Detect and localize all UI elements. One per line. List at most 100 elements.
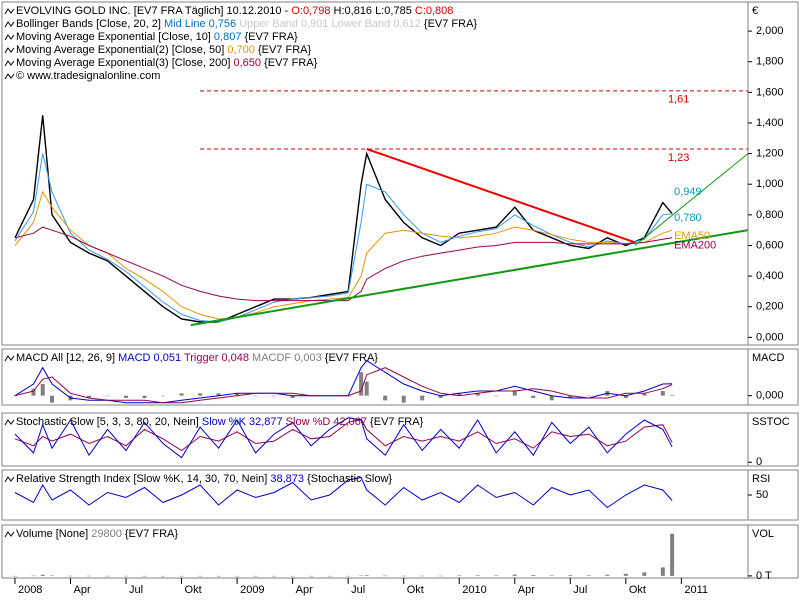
bar — [383, 395, 388, 401]
legend-icon — [4, 8, 15, 15]
legend-part: Upper Band 0,901 Lower Band 0,612 — [236, 18, 421, 30]
panel-frame — [1, 524, 749, 579]
bar — [31, 575, 36, 577]
legend-part: {EV7 FRA} — [261, 57, 318, 69]
legend-part: Moving Average Exponential(2) [Close, 50… — [16, 44, 227, 56]
series-line — [14, 476, 673, 509]
bar — [216, 393, 221, 396]
legend-entry: Moving Average Exponential(3) [Close, 20… — [16, 57, 318, 69]
trend-line — [190, 229, 749, 327]
bar — [124, 575, 129, 577]
axis-frame — [747, 1, 799, 346]
annotation: EMA50 — [674, 230, 710, 242]
bar — [142, 395, 147, 398]
series-line — [14, 226, 673, 302]
bar — [549, 575, 554, 576]
x-tick-label: Okt — [185, 584, 202, 596]
axis-frame — [747, 412, 799, 467]
annotation: 0,780 — [674, 212, 702, 224]
y-tick-label: 0,600 — [756, 239, 784, 251]
bar — [383, 575, 388, 577]
x-tick-label: 2008 — [18, 584, 42, 596]
bar — [105, 575, 110, 577]
reference-label: 1,23 — [668, 152, 689, 164]
legend-part: Relative Strength Index [Slow %K, 14, 30… — [16, 473, 270, 485]
bar — [605, 574, 610, 576]
annotation: EMA200 — [674, 239, 716, 251]
bar — [161, 575, 166, 577]
legend-entry: MACD All [12, 26, 9] MACD 0,051 Trigger … — [16, 352, 378, 364]
bar — [161, 395, 166, 397]
x-tick-label: Jul — [129, 584, 143, 596]
bar — [105, 395, 110, 397]
legend-part: Moving Average Exponential(3) [Close, 20… — [16, 57, 233, 69]
axis-frame — [747, 524, 799, 579]
bar — [660, 567, 665, 576]
legend-part: Stochastic Slow [5, 3, 3, 80, 20, Nein] — [16, 416, 202, 428]
x-tick-label: Apr — [518, 584, 535, 596]
x-tick-label: Okt — [629, 584, 646, 596]
x-tick-label: 2011 — [684, 584, 708, 596]
bar — [49, 395, 54, 403]
bar — [68, 575, 73, 577]
bar — [401, 575, 406, 577]
legend-part: {EV7 FRA} — [421, 18, 478, 30]
bar — [253, 395, 258, 397]
bar — [438, 395, 443, 398]
axis-label: RSI — [752, 473, 770, 485]
legend-part: © www.tradesignalonline.com — [16, 70, 160, 82]
legend-part: Trigger 0,048 — [181, 352, 249, 364]
y-tick-label: 0 T — [756, 570, 772, 582]
legend-icon — [4, 476, 15, 483]
x-tick-label: 2010 — [462, 584, 486, 596]
series-line — [14, 417, 673, 459]
bar — [198, 393, 203, 396]
legend-entry: EVOLVING GOLD INC. [EV7 FRA Täglich] 10.… — [16, 5, 453, 17]
legend-part: {Stochastic Slow} — [304, 473, 392, 485]
y-tick-label: 1,800 — [756, 56, 784, 68]
legend-part: 0,807 — [214, 31, 242, 43]
y-tick-label: 0,000 — [756, 390, 784, 402]
bar — [179, 393, 184, 396]
bar — [457, 575, 462, 576]
legend-part: MACD All [12, 26, 9] — [16, 352, 118, 364]
bar — [290, 575, 295, 577]
bar — [40, 384, 45, 396]
bar — [512, 574, 517, 576]
bar — [494, 575, 499, 576]
bar — [198, 575, 203, 577]
bar — [660, 391, 665, 396]
y-tick-label: 2,000 — [756, 25, 784, 37]
y-tick-label: 50 — [756, 489, 768, 501]
y-tick-label: 1,000 — [756, 178, 784, 190]
panel-frame — [1, 469, 749, 521]
legend-icon — [4, 47, 15, 54]
legend-part: Slow %K 32,877 — [202, 416, 283, 428]
bar — [420, 395, 425, 401]
annotation: 0,949 — [674, 186, 702, 198]
series-line — [14, 418, 673, 452]
legend-part: {EV7 FRA} — [322, 352, 379, 364]
bar — [401, 395, 406, 403]
legend-icon — [4, 531, 15, 538]
panel-frame — [1, 412, 749, 467]
bar — [364, 381, 369, 396]
legend-part: MACDF 0,003 — [249, 352, 322, 364]
bar — [142, 575, 147, 577]
bar — [235, 393, 240, 396]
legend-entry: Moving Average Exponential [Close, 10] 0… — [16, 31, 298, 43]
trend-line — [634, 153, 749, 246]
legend-icon — [4, 60, 15, 67]
legend-part: EVOLVING GOLD INC. [EV7 FRA Täglich] 10.… — [16, 5, 291, 17]
legend-entry: Stochastic Slow [5, 3, 3, 80, 20, Nein] … — [16, 416, 424, 428]
legend-part: {EV7 FRA} — [367, 416, 424, 428]
axis-frame — [747, 469, 799, 521]
legend-icon — [4, 21, 15, 28]
legend-part: {EV7 FRA} — [122, 528, 179, 540]
bar — [531, 575, 536, 576]
legend-part: H:0,816 L:0,785 — [330, 5, 414, 17]
x-tick-label: Jul — [573, 584, 587, 596]
x-tick-label: 2009 — [240, 584, 264, 596]
x-tick-label: Okt — [407, 584, 424, 596]
bar — [87, 395, 92, 398]
